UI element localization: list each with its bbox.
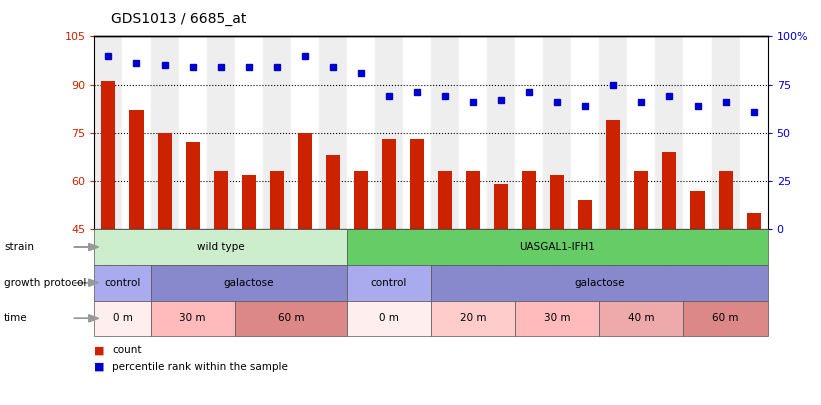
Bar — [431, 36, 459, 229]
Bar — [354, 171, 368, 229]
Bar — [746, 213, 760, 229]
Bar — [150, 36, 179, 229]
Text: 30 m: 30 m — [179, 313, 206, 323]
Bar — [375, 36, 403, 229]
Bar — [487, 36, 516, 229]
Bar — [740, 36, 768, 229]
Bar — [263, 36, 291, 229]
Text: ■: ■ — [94, 345, 105, 355]
Text: control: control — [371, 278, 407, 288]
Text: growth protocol: growth protocol — [4, 278, 86, 288]
Bar — [599, 36, 627, 229]
Bar — [522, 171, 536, 229]
Text: control: control — [104, 278, 140, 288]
Text: percentile rank within the sample: percentile rank within the sample — [112, 362, 288, 371]
Bar — [663, 152, 677, 229]
Text: ■: ■ — [94, 362, 105, 371]
Text: 40 m: 40 m — [628, 313, 654, 323]
Bar — [655, 36, 683, 229]
Text: wild type: wild type — [197, 242, 245, 252]
Text: count: count — [112, 345, 142, 355]
Bar — [516, 36, 544, 229]
Bar — [607, 120, 621, 229]
Text: 60 m: 60 m — [277, 313, 304, 323]
Bar — [718, 171, 732, 229]
Text: 60 m: 60 m — [713, 313, 739, 323]
Text: 0 m: 0 m — [112, 313, 132, 323]
Text: GDS1013 / 6685_at: GDS1013 / 6685_at — [111, 12, 246, 26]
Text: 30 m: 30 m — [544, 313, 571, 323]
Bar — [690, 191, 704, 229]
Bar — [459, 36, 487, 229]
Bar — [347, 36, 375, 229]
Bar — [179, 36, 207, 229]
Bar — [94, 36, 122, 229]
Bar — [410, 139, 424, 229]
Bar — [186, 143, 200, 229]
Text: strain: strain — [4, 242, 34, 252]
Bar — [270, 171, 284, 229]
Bar — [122, 36, 150, 229]
Bar — [494, 184, 508, 229]
Bar — [712, 36, 740, 229]
Bar — [207, 36, 235, 229]
Bar — [550, 175, 564, 229]
Bar — [102, 81, 116, 229]
Bar — [578, 200, 592, 229]
Text: galactose: galactose — [223, 278, 274, 288]
Bar — [635, 171, 649, 229]
Bar — [158, 133, 172, 229]
Bar — [403, 36, 431, 229]
Bar — [235, 36, 263, 229]
Bar — [382, 139, 396, 229]
Text: time: time — [4, 313, 28, 323]
Bar — [466, 171, 480, 229]
Text: 20 m: 20 m — [460, 313, 486, 323]
Bar — [438, 171, 452, 229]
Bar — [544, 36, 571, 229]
Bar — [130, 110, 144, 229]
Bar — [241, 175, 255, 229]
Bar — [683, 36, 712, 229]
Bar — [571, 36, 599, 229]
Bar — [319, 36, 347, 229]
Bar — [291, 36, 319, 229]
Text: 0 m: 0 m — [379, 313, 399, 323]
Bar — [627, 36, 655, 229]
Text: galactose: galactose — [574, 278, 625, 288]
Bar — [213, 171, 227, 229]
Text: UASGAL1-IFH1: UASGAL1-IFH1 — [520, 242, 595, 252]
Bar — [326, 156, 340, 229]
Bar — [298, 133, 312, 229]
